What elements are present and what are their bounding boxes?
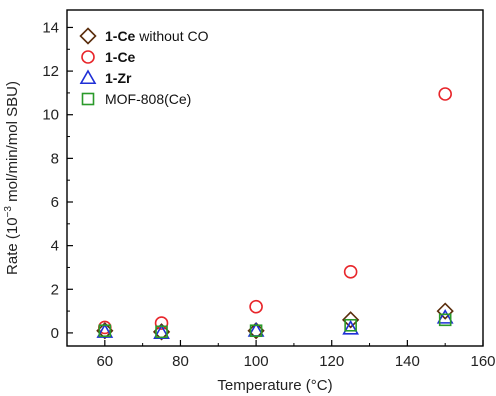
y-tick-label: 4 <box>51 238 59 255</box>
data-point-square <box>438 313 452 327</box>
legend-label: MOF-808(Ce) <box>105 91 191 107</box>
data-point-circle <box>154 316 169 330</box>
y-tick-label: 8 <box>51 150 59 167</box>
data-point-diamond <box>436 302 454 320</box>
data-point-square <box>344 318 357 332</box>
data-point-circle <box>343 265 358 279</box>
data-point-circle <box>438 87 452 101</box>
legend-marker-triangle <box>79 69 97 85</box>
x-tick-label: 120 <box>319 353 344 370</box>
data-point-diamond <box>342 311 360 329</box>
y-tick-label: 12 <box>42 63 59 80</box>
legend-label: 1-Ce without CO <box>105 28 209 44</box>
data-point-triangle <box>342 319 360 335</box>
legend-marker-diamond <box>79 27 97 45</box>
x-tick-label: 160 <box>470 353 495 370</box>
plot-frame <box>66 9 484 347</box>
data-point-triangle <box>436 309 454 324</box>
legend-marker-square <box>81 92 95 106</box>
y-axis-title: Rate (10−3 mol/min/mol SBU) <box>3 81 21 275</box>
x-tick-label: 140 <box>395 353 420 370</box>
y-tick-label: 2 <box>51 281 59 298</box>
y-tick-label: 6 <box>51 194 59 211</box>
legend-marker-circle <box>81 50 95 64</box>
x-tick-label: 60 <box>96 353 113 370</box>
data-point-square <box>155 325 168 339</box>
data-point-triangle <box>96 323 114 338</box>
data-point-square <box>98 324 112 338</box>
data-point-triangle <box>153 324 170 339</box>
legend-label: 1-Zr <box>105 70 132 86</box>
x-axis-title: Temperature (°C) <box>217 377 332 394</box>
x-tick-label: 100 <box>244 353 269 370</box>
x-tick-label: 80 <box>172 353 189 370</box>
y-tick-label: 14 <box>42 19 59 36</box>
data-point-circle <box>249 299 263 314</box>
y-tick-label: 10 <box>42 107 59 124</box>
data-point-square <box>249 324 263 338</box>
y-tick-label: 0 <box>51 325 59 342</box>
legend-label: 1-Ce <box>105 49 136 65</box>
